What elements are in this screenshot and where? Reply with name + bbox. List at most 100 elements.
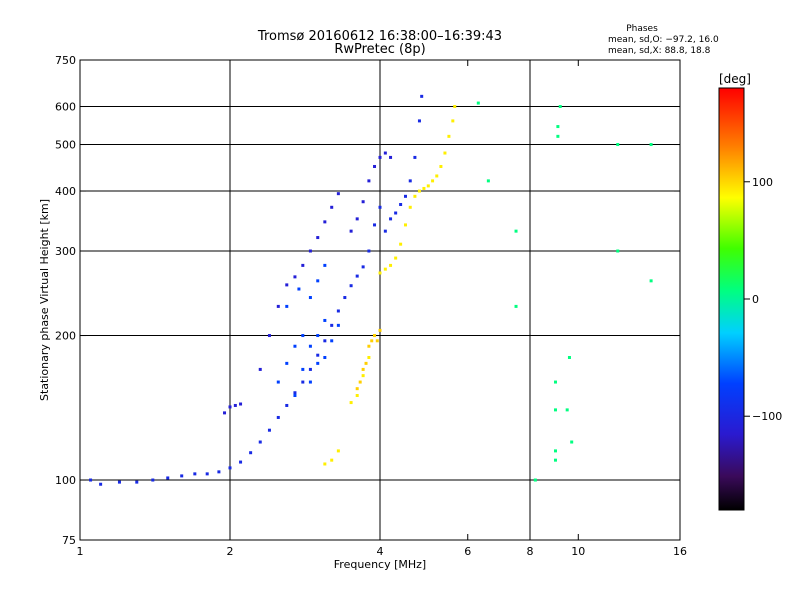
data-point — [349, 284, 353, 288]
y-tick-label: 75 — [62, 534, 76, 547]
data-point — [403, 223, 407, 227]
colorbar-tick-label: 0 — [752, 293, 759, 306]
data-point — [558, 105, 562, 109]
data-point — [249, 451, 253, 455]
data-point — [301, 263, 305, 267]
data-point — [355, 217, 359, 221]
data-point — [316, 353, 320, 357]
x-tick-label: 16 — [673, 545, 687, 558]
data-point — [431, 179, 435, 183]
data-point — [258, 440, 262, 444]
data-point — [486, 179, 490, 183]
data-point — [420, 94, 424, 98]
colorbar-tick-label: 100 — [752, 176, 773, 189]
phase-box-line2: mean, sd,X: 88.8, 18.8 — [608, 46, 711, 56]
data-point — [417, 189, 421, 193]
data-point — [308, 249, 312, 253]
data-point — [361, 367, 365, 371]
data-point — [649, 279, 653, 283]
data-point — [267, 334, 271, 338]
phase-box-title: Phases — [626, 24, 658, 34]
data-point — [135, 480, 139, 484]
data-point — [330, 323, 334, 327]
data-point — [293, 275, 297, 279]
data-point — [553, 408, 557, 412]
data-point — [364, 361, 368, 365]
data-point — [355, 387, 359, 391]
data-point — [323, 355, 327, 359]
data-point — [383, 267, 387, 271]
data-point — [399, 202, 403, 206]
data-point — [301, 380, 305, 384]
y-axis-label: Stationary phase Virtual Height [km] — [38, 199, 51, 401]
grid-lines — [80, 60, 680, 540]
data-point — [373, 223, 377, 227]
colorbar — [718, 87, 745, 511]
data-point — [361, 265, 365, 269]
data-point — [330, 205, 334, 209]
data-point — [383, 229, 387, 233]
data-point — [426, 184, 430, 188]
data-point — [151, 478, 155, 482]
data-point — [413, 155, 417, 159]
data-point — [316, 236, 320, 240]
data-point — [616, 249, 620, 253]
data-point — [316, 279, 320, 283]
data-point — [293, 344, 297, 348]
data-point — [367, 344, 371, 348]
data-point — [239, 402, 243, 406]
data-point — [556, 134, 560, 138]
data-point — [570, 440, 574, 444]
y-tick-label: 300 — [55, 245, 76, 258]
data-point — [239, 460, 243, 464]
data-point — [435, 174, 439, 178]
data-point — [367, 179, 371, 183]
data-point — [267, 428, 271, 432]
data-point — [193, 472, 197, 476]
data-point — [258, 367, 262, 371]
data-point — [316, 334, 320, 338]
data-point — [180, 474, 184, 478]
x-tick-label: 4 — [377, 545, 384, 558]
x-axis-label: Frequency [MHz] — [334, 558, 426, 571]
data-point — [553, 458, 557, 462]
data-point — [301, 334, 305, 338]
data-point — [565, 408, 569, 412]
data-point — [533, 478, 537, 482]
data-point — [355, 274, 359, 278]
x-tick-label: 1 — [77, 545, 84, 558]
data-point — [308, 367, 312, 371]
data-point — [514, 304, 518, 308]
data-point — [330, 458, 334, 462]
colorbar-label: [deg] — [719, 72, 751, 86]
data-point — [355, 394, 359, 398]
data-point — [336, 192, 340, 196]
data-point — [308, 380, 312, 384]
data-point — [285, 403, 289, 407]
data-point — [323, 318, 327, 322]
phase-box-line1: mean, sd,O: −97.2, 16.0 — [608, 35, 719, 45]
data-point — [285, 304, 289, 308]
data-point — [389, 155, 393, 159]
y-tick-label: 750 — [55, 54, 76, 67]
data-point — [217, 470, 221, 474]
data-point — [276, 415, 280, 419]
data-point — [330, 339, 334, 343]
y-tick-label: 100 — [55, 474, 76, 487]
data-point — [394, 256, 398, 260]
y-tick-label: 500 — [55, 139, 76, 152]
data-point — [451, 119, 455, 123]
y-tick-label: 600 — [55, 101, 76, 114]
data-point — [308, 296, 312, 300]
data-point — [417, 119, 421, 123]
data-point — [323, 220, 327, 224]
x-tick-label: 8 — [527, 545, 534, 558]
data-point — [166, 476, 170, 480]
data-point — [408, 205, 412, 209]
data-point — [373, 334, 377, 338]
data-point — [316, 361, 320, 365]
colorbar-ticks: 100 0 −100 — [744, 176, 782, 423]
data-point — [228, 466, 232, 470]
data-point — [117, 480, 121, 484]
